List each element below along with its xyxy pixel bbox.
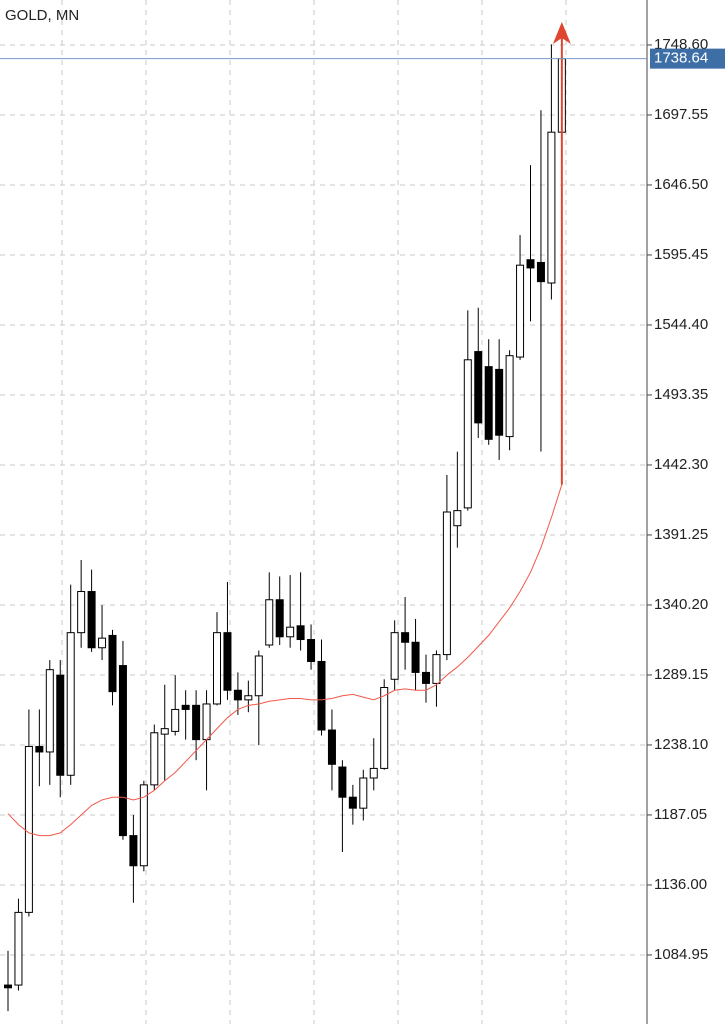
y-tick-label: 1697.55 — [654, 106, 708, 123]
y-tick-label: 1340.20 — [654, 596, 708, 613]
candle-body — [401, 632, 410, 643]
y-tick-label: 1391.25 — [654, 526, 708, 543]
candle-body — [254, 655, 263, 697]
candle-body — [223, 632, 232, 691]
candle-body — [338, 766, 347, 798]
candle-body — [547, 131, 556, 284]
candle-body — [56, 674, 65, 776]
trend-arrow-head — [552, 22, 571, 44]
candle-body — [45, 669, 54, 753]
candle-body — [422, 671, 430, 684]
candle-body — [202, 703, 211, 741]
candle-body — [442, 511, 451, 656]
candle-body — [526, 259, 535, 269]
y-tick-label: 1238.10 — [654, 736, 708, 753]
y-tick-label: 1493.35 — [654, 386, 708, 403]
y-tick-label: 1136.00 — [654, 876, 707, 893]
candle-body — [108, 634, 117, 693]
moving-average-line — [7, 484, 563, 837]
y-tick-label: 1544.40 — [654, 316, 708, 333]
candle-body — [484, 366, 493, 440]
candle-body — [35, 745, 44, 753]
candle-body — [14, 911, 23, 986]
current-price-label: 1738.64 — [654, 50, 708, 67]
candle-body — [233, 689, 242, 701]
candle-body — [296, 625, 305, 641]
candle-body — [265, 599, 274, 646]
candle-body — [369, 767, 378, 779]
candle-body — [505, 355, 514, 438]
candle-body — [150, 732, 159, 786]
candle-body — [453, 510, 462, 527]
y-tick-label: 1646.50 — [654, 176, 708, 193]
candle-body — [129, 835, 138, 867]
y-tick-label: 1084.95 — [654, 946, 708, 963]
candle-body — [192, 704, 201, 741]
candle-body — [244, 695, 253, 701]
candle-body — [286, 626, 295, 638]
candle-body — [348, 796, 357, 809]
candle-body — [66, 632, 75, 776]
candle-body — [307, 639, 316, 662]
candle-body — [160, 728, 169, 735]
y-tick-label: 1442.30 — [654, 456, 708, 473]
y-tick-label: 1595.45 — [654, 246, 708, 263]
candle-body — [24, 745, 33, 913]
candle-body — [275, 599, 284, 638]
vertical-grid — [61, 0, 567, 1024]
candle-body — [77, 591, 86, 634]
candle-body — [181, 704, 190, 710]
candle-body — [4, 984, 12, 989]
y-tick-label: 1187.05 — [654, 806, 707, 823]
candle-body — [87, 591, 96, 649]
candle-body — [118, 665, 127, 837]
candle-body — [390, 632, 399, 680]
candle-body — [411, 641, 420, 673]
candle-body — [432, 654, 441, 684]
candle-body — [317, 660, 326, 731]
candle-body — [474, 351, 483, 424]
candle-body — [213, 632, 221, 705]
current-price-box — [650, 48, 725, 69]
candle-body — [495, 368, 504, 436]
candle-body — [536, 261, 545, 283]
candle-body — [98, 637, 107, 649]
candle-body — [463, 359, 472, 509]
candle-body — [327, 729, 336, 765]
candle-body — [359, 777, 368, 809]
y-tick-label: 1289.15 — [654, 666, 708, 683]
chart-title: GOLD, MN — [5, 7, 79, 24]
candle-body — [380, 687, 389, 769]
candle-body — [516, 264, 525, 358]
candle-body — [139, 784, 148, 867]
candle-body — [171, 708, 180, 732]
